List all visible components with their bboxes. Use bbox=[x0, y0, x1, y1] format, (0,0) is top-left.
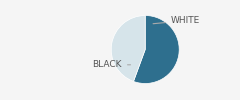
Text: BLACK: BLACK bbox=[92, 60, 131, 69]
Wedge shape bbox=[111, 16, 145, 81]
Text: WHITE: WHITE bbox=[153, 16, 200, 25]
Wedge shape bbox=[133, 16, 179, 84]
